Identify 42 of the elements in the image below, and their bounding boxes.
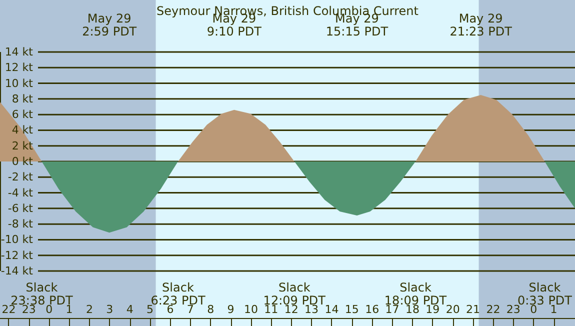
text: May 29 21:23 PDT <box>450 12 513 38</box>
x-tick-label: 23 <box>22 303 36 316</box>
x-tick-label: 9 <box>227 303 234 316</box>
x-tick-label: 11 <box>264 303 278 316</box>
x-tick-label: 21 <box>466 303 480 316</box>
x-tick-label: 4 <box>126 303 134 316</box>
x-tick-label: 3 <box>106 303 114 316</box>
x-tick-label: 0 <box>530 303 538 316</box>
x-tick-label: 15 <box>344 303 359 316</box>
x-tick-label: 1 <box>66 303 73 316</box>
x-tick-label: 18 <box>405 303 420 316</box>
y-tick-label: -6 kt <box>8 202 34 215</box>
x-tick-label: 12 <box>284 303 298 316</box>
y-tick-label: -12 kt <box>0 248 34 262</box>
x-tick-label: 23 <box>506 303 520 316</box>
y-tick-label: 14 kt <box>4 46 34 58</box>
text: May 29 2:59 PDT <box>82 12 138 38</box>
x-tick-label: 16 <box>365 303 380 316</box>
x-tick-label: 22 <box>486 303 500 316</box>
x-tick-label: 14 <box>324 303 339 316</box>
x-tick-label: 22 <box>2 303 16 316</box>
y-tick-label: 6 kt <box>12 108 34 122</box>
y-tick-label: 4 kt <box>12 124 34 137</box>
y-tick-label: 2 kt <box>12 139 34 152</box>
x-tick-label: 19 <box>426 303 440 316</box>
y-tick-label: -4 kt <box>8 186 34 200</box>
y-tick-label: 10 kt <box>4 76 34 90</box>
x-tick-label: 10 <box>244 303 258 316</box>
x-tick-label: 8 <box>207 303 214 316</box>
y-tick-label: -8 kt <box>8 218 34 231</box>
y-tick-label: 0 kt <box>12 155 34 168</box>
y-tick-label: 8 kt <box>12 92 34 106</box>
y-tick-label: -10 kt <box>0 233 34 246</box>
y-tick-label: 12 kt <box>4 61 34 74</box>
x-tick-label: 7 <box>186 303 194 316</box>
x-tick-label: 20 <box>446 303 460 316</box>
y-tick-label: -2 kt <box>8 170 34 184</box>
x-tick-label: 1 <box>550 303 558 316</box>
x-tick-label: 0 <box>46 303 53 316</box>
x-tick-label: 2 <box>86 303 93 316</box>
x-tick-label: 5 <box>146 303 154 316</box>
y-tick-label: -14 kt <box>0 264 34 278</box>
